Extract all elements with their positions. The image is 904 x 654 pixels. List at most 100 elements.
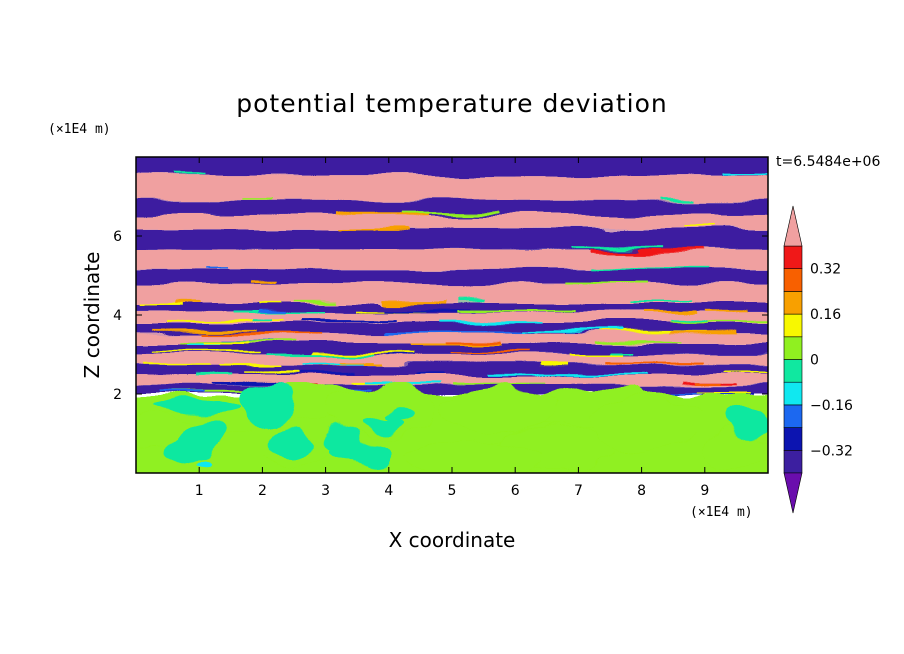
- field-lower-layer: [136, 382, 768, 473]
- band-sliver: [276, 371, 355, 374]
- lower-patch: [410, 443, 535, 473]
- band-cell: [136, 354, 768, 365]
- y-axis-ticks: 2 4 6: [113, 229, 768, 403]
- lower-patch: [704, 435, 768, 465]
- band-sliver: [457, 300, 486, 303]
- band-sliver: [384, 331, 468, 334]
- band-sliver: [606, 362, 700, 365]
- band-sliver: [202, 332, 322, 335]
- band-sliver: [295, 300, 337, 303]
- band-cell: [136, 249, 768, 270]
- band-sliver: [540, 364, 568, 367]
- band-sliver: [610, 351, 633, 354]
- colorbar-cell: [783, 427, 803, 451]
- x-axis-ticks: 1 2 3 4 5 6 7 8 9: [195, 157, 709, 499]
- band-sliver: [383, 147, 408, 149]
- colorbar-max-arrow: [783, 205, 803, 247]
- band-sliver: [361, 148, 442, 150]
- x-axis-unit: (×1E4 m): [690, 505, 753, 520]
- band-sliver: [306, 362, 362, 365]
- band-cell: [136, 157, 768, 176]
- band-sliver: [334, 213, 429, 216]
- band-sliver: [597, 331, 705, 334]
- lower-patch: [362, 417, 405, 432]
- colorbar-tick-label: −0.32: [810, 443, 853, 459]
- y-tick-label: 2: [113, 387, 122, 403]
- colorbar-cell: [783, 381, 803, 406]
- band-sliver: [386, 353, 416, 356]
- band-cell: [136, 200, 768, 215]
- colorbar-cell: [783, 336, 803, 360]
- band-cell: [136, 302, 768, 312]
- band-sliver: [438, 321, 543, 324]
- band-cell: [136, 229, 768, 250]
- band-cell: [136, 384, 768, 394]
- band-sliver: [536, 372, 651, 375]
- band-sliver: [255, 319, 275, 322]
- band-sliver: [486, 371, 546, 374]
- band-sliver: [382, 301, 447, 304]
- x-tick-label: 3: [321, 483, 330, 499]
- band-sliver: [690, 319, 768, 322]
- band-sliver: [339, 228, 408, 231]
- band-sliver: [520, 330, 621, 333]
- band-sliver: [267, 353, 376, 356]
- band-cell: [136, 175, 768, 201]
- band-cell: [136, 322, 768, 334]
- band-sliver: [362, 381, 443, 384]
- lower-patch: [197, 458, 214, 469]
- band-sliver: [202, 341, 247, 344]
- plot-area: [136, 147, 768, 473]
- lower-patch: [233, 382, 295, 426]
- band-sliver: [458, 309, 575, 312]
- band-sliver: [241, 197, 275, 200]
- y-tick-label: 6: [113, 229, 122, 245]
- x-tick-label: 6: [511, 483, 520, 499]
- band-sliver: [211, 382, 285, 385]
- lower-patch: [153, 399, 234, 416]
- y-axis-unit: (×1E4 m): [48, 122, 111, 137]
- x-tick-label: 4: [384, 483, 393, 499]
- band-sliver: [724, 371, 768, 374]
- band-sliver: [186, 342, 218, 345]
- colorbar-tick-label: −0.16: [810, 398, 853, 414]
- band-sliver: [166, 390, 264, 393]
- band-sliver: [171, 173, 207, 176]
- y-tick-label: 4: [113, 308, 122, 324]
- band-sliver: [241, 371, 302, 374]
- band-cell: [136, 311, 768, 323]
- band-sliver: [218, 364, 283, 367]
- band-sliver: [659, 197, 696, 200]
- band-sliver: [206, 266, 231, 269]
- band-sliver: [706, 310, 751, 313]
- band-cell: [136, 269, 768, 284]
- band-sliver: [564, 282, 647, 285]
- colorbar-tick-label: 0: [810, 353, 819, 369]
- band-sliver: [671, 319, 710, 322]
- colorbar-cell: [783, 313, 803, 338]
- band-sliver: [449, 351, 532, 354]
- band-sliver: [250, 280, 279, 283]
- band-sliver: [151, 351, 262, 354]
- band-cell: [136, 343, 768, 355]
- band-sliver: [413, 372, 442, 375]
- lower-patch: [322, 427, 363, 452]
- band-sliver: [595, 340, 683, 343]
- band-cell: [136, 283, 768, 303]
- band-sliver: [156, 390, 203, 393]
- band-sliver: [570, 246, 664, 249]
- colorbar-cell: [783, 449, 803, 474]
- colorbar-cell: [783, 404, 803, 428]
- band-sliver: [146, 362, 210, 365]
- band-sliver: [259, 302, 284, 305]
- chart-title: potential temperature deviation: [236, 89, 667, 118]
- colorbar-cell: [783, 291, 803, 315]
- band-sliver: [611, 392, 731, 395]
- band-sliver: [402, 211, 503, 214]
- x-tick-label: 9: [700, 483, 709, 499]
- band-sliver: [684, 225, 715, 228]
- colorbar-cell: [783, 268, 803, 292]
- colorbar: 0.32 0.16 0 −0.16 −0.32: [783, 205, 853, 514]
- band-sliver: [671, 321, 709, 324]
